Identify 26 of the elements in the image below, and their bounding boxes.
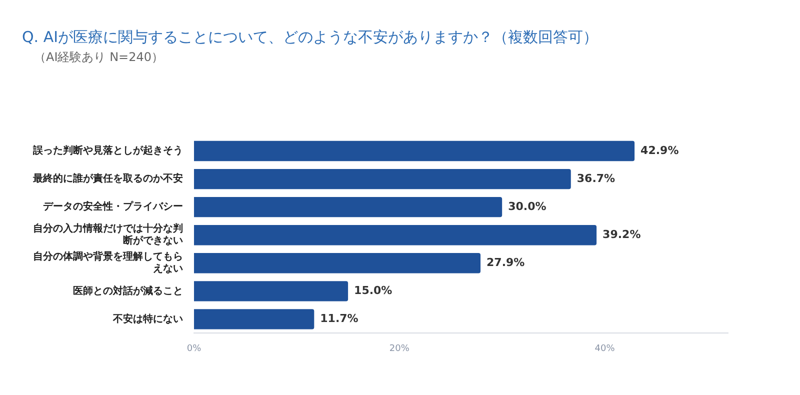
y-tick-label: 医師との対話が減ること [73,284,183,297]
y-tick-label: 最終的に誰が責任を取るのか不安 [32,172,183,185]
bar [194,281,348,302]
bar [194,309,314,330]
data-label: 11.7% [320,312,358,326]
data-label: 42.9% [640,144,679,157]
y-tick-label: 自分の体調や背景を理解してもらえない [33,250,183,275]
chart-subtitle: （AI経験あり N=240） [34,49,164,66]
data-label: 15.0% [354,284,392,298]
data-label: 36.7% [576,172,616,185]
y-tick-label: 不安は特にない [112,312,183,325]
data-label: 30.0% [508,200,546,213]
y-tick-label: 誤った判断や見落としが起きそう [32,144,183,157]
bar [194,253,481,274]
x-tick-label: 0% [186,344,202,354]
chart-title: Q. AIが医療に関与することについて、どのような不安がありますか？（複数回答可） [22,28,598,47]
bar [194,225,597,246]
x-tick-label: 20% [389,344,410,354]
data-label: 39.2% [602,228,641,241]
data-label: 27.9% [486,256,525,269]
bar [194,140,635,162]
bar [194,196,502,218]
y-tick-label: データの安全性・プライバシー [43,200,183,213]
y-tick-label: 自分の入力情報だけでは十分な判断ができない [33,222,183,247]
bar [194,168,571,190]
x-tick-label: 40% [594,344,616,354]
